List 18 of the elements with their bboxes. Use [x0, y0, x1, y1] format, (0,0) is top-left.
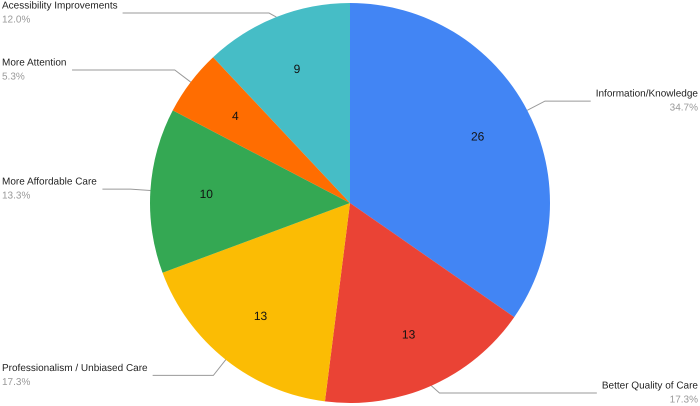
data-label: 26: [470, 129, 485, 144]
text: 17.3%: [670, 394, 698, 406]
text: 17.3%: [2, 376, 30, 388]
slice-label: Better Quality of Care: [602, 380, 698, 392]
data-label: 10: [200, 186, 214, 201]
data-label: 13: [402, 328, 416, 342]
text: 12.0%: [2, 14, 30, 26]
slice-label: More Attention: [2, 57, 66, 68]
text: 34.7%: [670, 102, 698, 114]
slice-label: More Affordable Care: [2, 176, 98, 188]
text: 13.3%: [2, 190, 30, 202]
data-label: 4: [232, 108, 239, 123]
data-label: 9: [294, 62, 301, 76]
data-label: 13: [254, 308, 268, 323]
slice-label: Information/Knowledge: [596, 88, 698, 100]
text: 5.3%: [2, 71, 25, 82]
slice-label: Professionalism / Unbiased Care: [2, 362, 148, 374]
slice-label: Acessibility Improvements: [2, 0, 118, 12]
